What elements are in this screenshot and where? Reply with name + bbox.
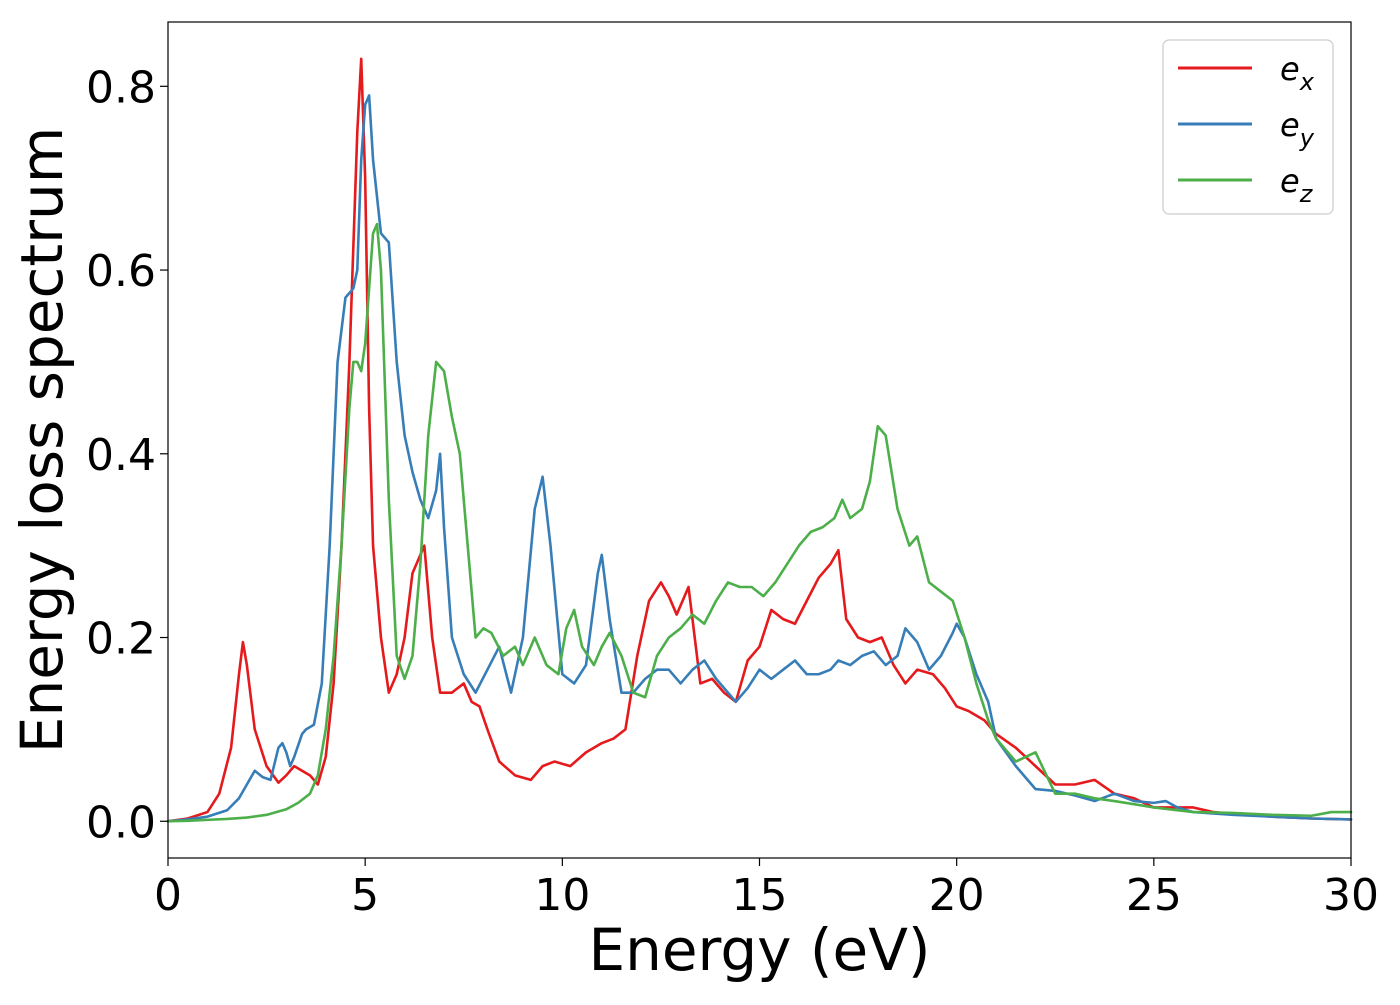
series-layer [166, 57, 1353, 823]
y-tick-label: 0.2 [86, 614, 156, 665]
legend-items: ex ey ez [1178, 50, 1315, 208]
y-axis-title: Energy loss spectrum [8, 127, 76, 753]
legend-label-e-y: ey [1280, 106, 1315, 152]
y-tick-label: 0.0 [86, 797, 156, 848]
x-tick-label: 20 [929, 870, 985, 921]
x-tick-label: 25 [1126, 870, 1182, 921]
x-axis-title: Energy (eV) [588, 916, 930, 984]
y-tick-label: 0.6 [86, 246, 156, 297]
legend-label-e-x: ex [1280, 50, 1315, 96]
y-tick-label: 0.8 [86, 62, 156, 113]
series-line-e-y [166, 94, 1353, 823]
y-tick-label: 0.4 [86, 430, 156, 481]
legend: ex ey ez [1162, 39, 1334, 215]
x-axis: 0 5 10 15 20 25 30 [154, 858, 1379, 921]
legend-frame [1162, 39, 1334, 215]
x-tick-label: 0 [154, 870, 182, 921]
x-tick-label: 15 [732, 870, 788, 921]
y-axis: 0.0 0.2 0.4 0.6 0.8 [86, 62, 168, 848]
x-tick-label: 5 [351, 870, 379, 921]
series-line-e-x [166, 57, 1353, 823]
legend-label-e-z: ez [1280, 162, 1314, 208]
series-line-e-z [166, 222, 1353, 823]
x-tick-label: 10 [534, 870, 590, 921]
x-tick-label: 30 [1323, 870, 1379, 921]
